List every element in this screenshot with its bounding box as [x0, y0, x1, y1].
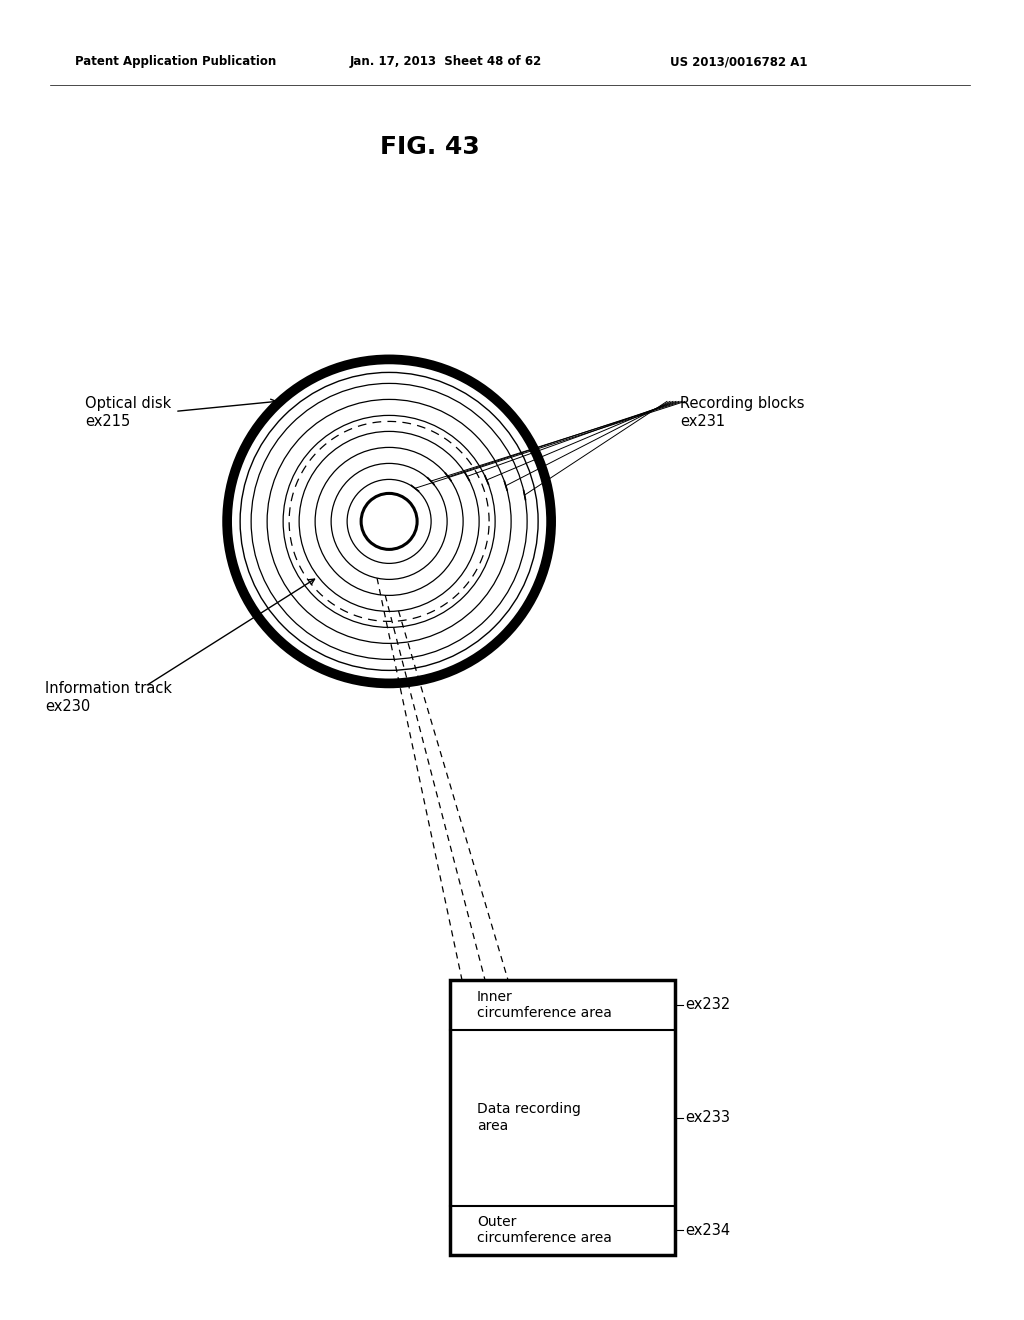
Text: ex234: ex234 — [685, 1222, 730, 1238]
Text: Jan. 17, 2013  Sheet 48 of 62: Jan. 17, 2013 Sheet 48 of 62 — [350, 55, 543, 69]
Text: US 2013/0016782 A1: US 2013/0016782 A1 — [670, 55, 808, 69]
Text: ex233: ex233 — [685, 1110, 730, 1125]
Text: Information track
ex230: Information track ex230 — [45, 681, 172, 714]
Text: ex232: ex232 — [685, 997, 730, 1012]
Text: Recording blocks
ex231: Recording blocks ex231 — [680, 396, 805, 429]
Text: Patent Application Publication: Patent Application Publication — [75, 55, 276, 69]
Bar — [450, 979, 675, 1255]
Circle shape — [361, 494, 417, 549]
Text: Data recording
area: Data recording area — [477, 1102, 581, 1133]
Text: Inner
circumference area: Inner circumference area — [477, 990, 612, 1020]
Text: Outer
circumference area: Outer circumference area — [477, 1216, 612, 1245]
Text: Optical disk
ex215: Optical disk ex215 — [85, 396, 171, 429]
Text: FIG. 43: FIG. 43 — [380, 135, 480, 158]
